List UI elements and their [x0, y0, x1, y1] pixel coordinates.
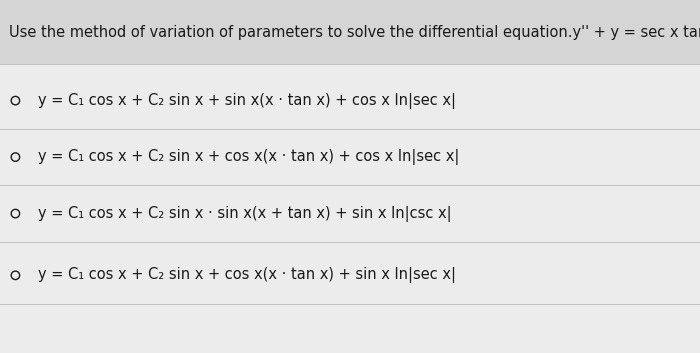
Text: y = C₁ cos x + C₂ sin x + sin x(x · tan x) + cos x ln|sec x|: y = C₁ cos x + C₂ sin x + sin x(x · tan … [38, 92, 456, 109]
Text: Use the method of variation of parameters to solve the differential equation.y'': Use the method of variation of parameter… [9, 25, 700, 40]
Text: y = C₁ cos x + C₂ sin x + cos x(x · tan x) + cos x ln|sec x|: y = C₁ cos x + C₂ sin x + cos x(x · tan … [38, 149, 460, 165]
Text: y = C₁ cos x + C₂ sin x + cos x(x · tan x) + sin x ln|sec x|: y = C₁ cos x + C₂ sin x + cos x(x · tan … [38, 267, 456, 283]
FancyBboxPatch shape [0, 64, 700, 353]
Text: y = C₁ cos x + C₂ sin x · sin x(x + tan x) + sin x ln|csc x|: y = C₁ cos x + C₂ sin x · sin x(x + tan … [38, 205, 452, 222]
